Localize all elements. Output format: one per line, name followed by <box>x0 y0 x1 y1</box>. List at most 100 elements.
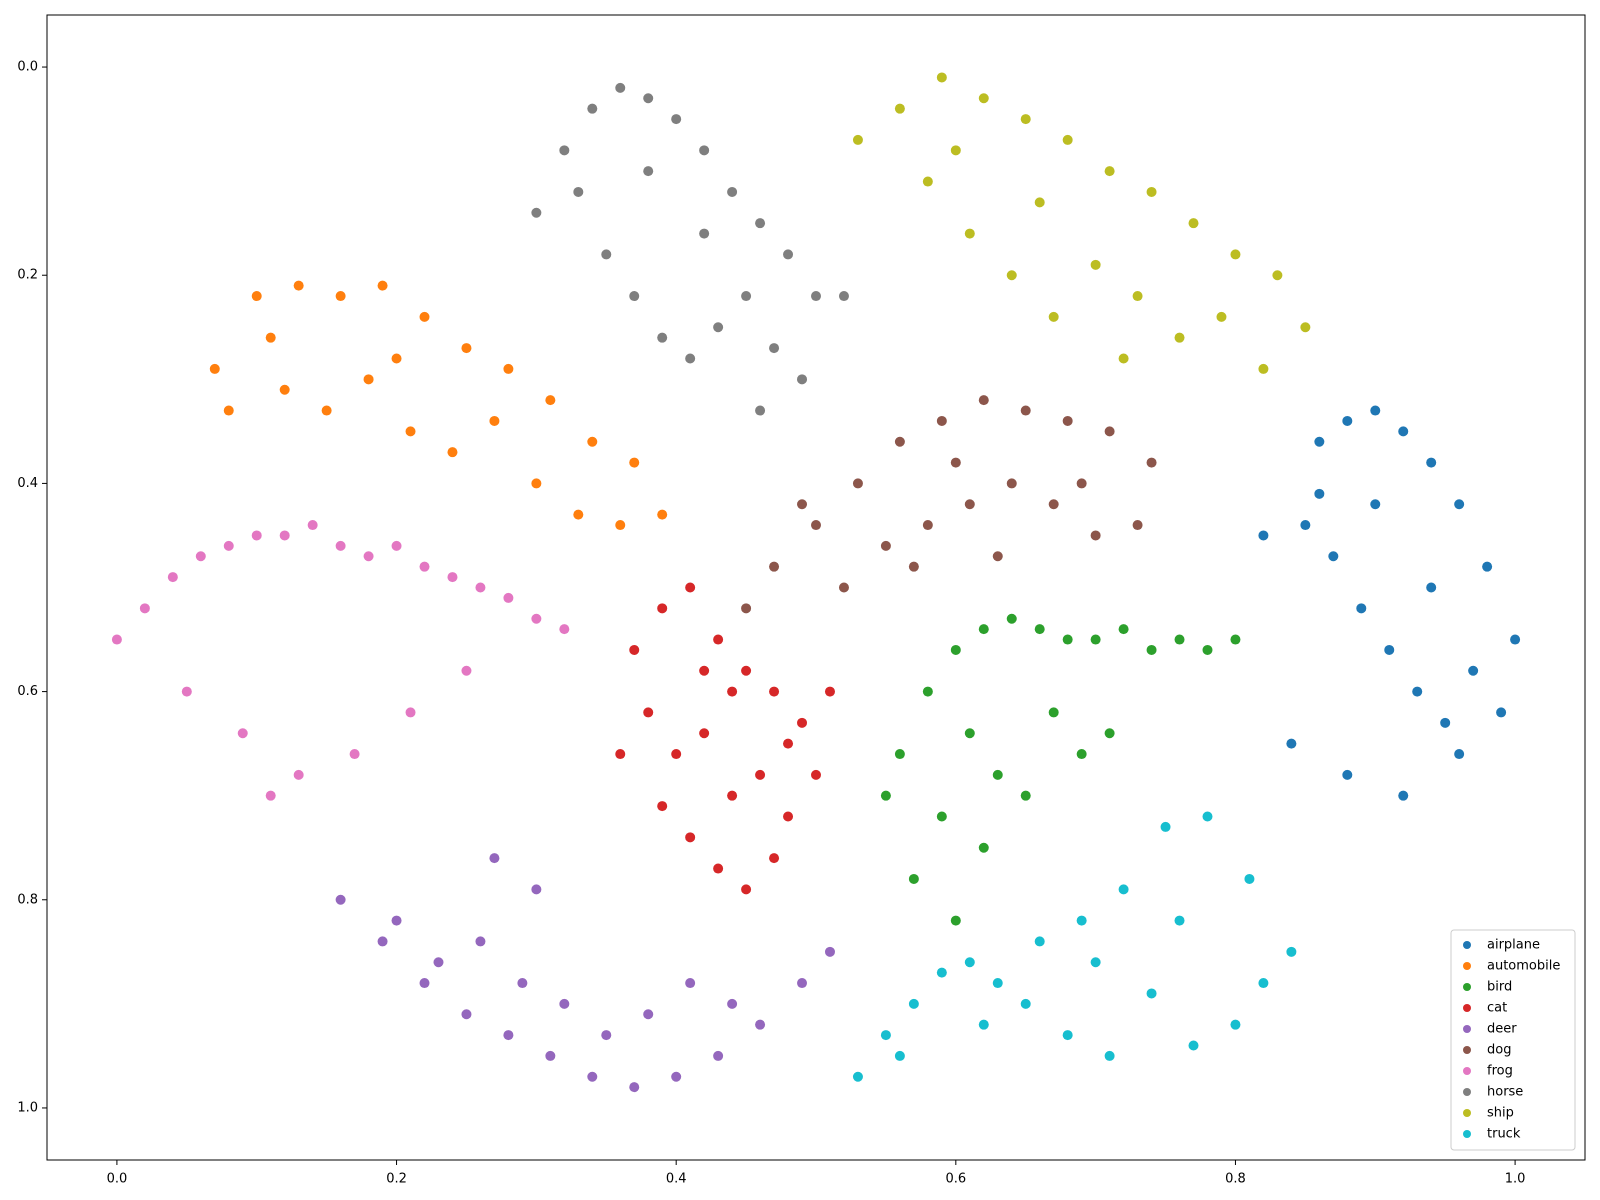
legend-label: truck <box>1487 1127 1521 1142</box>
point <box>1258 363 1269 374</box>
point <box>629 644 640 655</box>
point <box>1314 436 1325 447</box>
point <box>1048 707 1059 718</box>
point <box>1118 353 1129 364</box>
point <box>671 114 682 125</box>
point <box>1440 717 1451 728</box>
point <box>167 572 178 583</box>
point <box>643 1009 654 1020</box>
point <box>405 426 416 437</box>
point <box>531 207 542 218</box>
legend-marker <box>1463 1130 1471 1138</box>
point <box>1412 686 1423 697</box>
point <box>908 561 919 572</box>
point <box>629 291 640 302</box>
point <box>559 145 570 156</box>
point <box>1062 415 1073 426</box>
point <box>1454 499 1465 510</box>
point <box>755 769 766 780</box>
legend-marker <box>1463 941 1471 949</box>
point <box>922 176 933 187</box>
point <box>894 436 905 447</box>
point <box>797 717 808 728</box>
point <box>1104 426 1115 437</box>
x-tick-label: 0.0 <box>107 1172 128 1187</box>
point <box>335 894 346 905</box>
point <box>531 613 542 624</box>
point <box>377 936 388 947</box>
point <box>852 1071 863 1082</box>
point <box>1076 915 1087 926</box>
point <box>852 478 863 489</box>
point <box>1104 1050 1115 1061</box>
point <box>964 957 975 968</box>
point <box>992 978 1003 989</box>
point <box>811 769 821 780</box>
point <box>713 634 724 645</box>
point <box>894 1050 905 1061</box>
point <box>1370 499 1381 510</box>
point <box>978 395 989 406</box>
legend-marker <box>1463 1046 1471 1054</box>
point <box>475 582 486 593</box>
point <box>950 644 961 655</box>
point <box>741 291 752 302</box>
point <box>307 520 318 531</box>
point <box>1426 582 1437 593</box>
point <box>1062 134 1073 145</box>
legend-marker <box>1463 1067 1471 1075</box>
point <box>1006 613 1017 624</box>
point <box>419 978 430 989</box>
point <box>1426 457 1437 468</box>
point <box>419 561 430 572</box>
point <box>811 291 821 302</box>
point <box>643 166 654 177</box>
point <box>1370 405 1381 416</box>
point <box>1076 749 1087 760</box>
point <box>1146 457 1157 468</box>
point <box>699 228 710 239</box>
point <box>978 624 989 635</box>
point <box>880 1030 891 1041</box>
point <box>1034 197 1045 208</box>
point <box>1020 998 1031 1009</box>
x-tick-label: 0.6 <box>945 1172 966 1187</box>
legend-label: horse <box>1487 1085 1523 1100</box>
point <box>894 103 905 114</box>
point <box>964 728 975 739</box>
point <box>811 520 821 531</box>
point <box>587 436 598 447</box>
point <box>908 998 919 1009</box>
point <box>419 311 430 322</box>
point <box>936 415 947 426</box>
legend-marker <box>1463 1004 1471 1012</box>
point <box>741 665 752 676</box>
point <box>1118 624 1129 635</box>
point <box>265 790 276 801</box>
point <box>950 915 961 926</box>
point <box>111 634 122 645</box>
point <box>643 93 654 104</box>
point <box>699 145 710 156</box>
point <box>1398 790 1409 801</box>
point <box>1202 644 1213 655</box>
point <box>1062 634 1073 645</box>
point <box>824 946 835 957</box>
point <box>1468 665 1479 676</box>
point <box>657 509 668 520</box>
legend-marker <box>1463 1109 1471 1117</box>
point <box>1146 988 1157 999</box>
plot-frame <box>46 14 1586 1161</box>
point <box>713 322 724 333</box>
point <box>335 291 346 302</box>
point <box>1258 978 1269 989</box>
point <box>1230 1019 1241 1030</box>
point <box>1104 166 1115 177</box>
point <box>685 353 696 364</box>
point <box>755 405 766 416</box>
y-tick-label: 0.6 <box>17 684 38 699</box>
point <box>1244 873 1255 884</box>
point <box>880 790 891 801</box>
point <box>1342 415 1353 426</box>
x-tick-label: 1.0 <box>1505 1172 1526 1187</box>
